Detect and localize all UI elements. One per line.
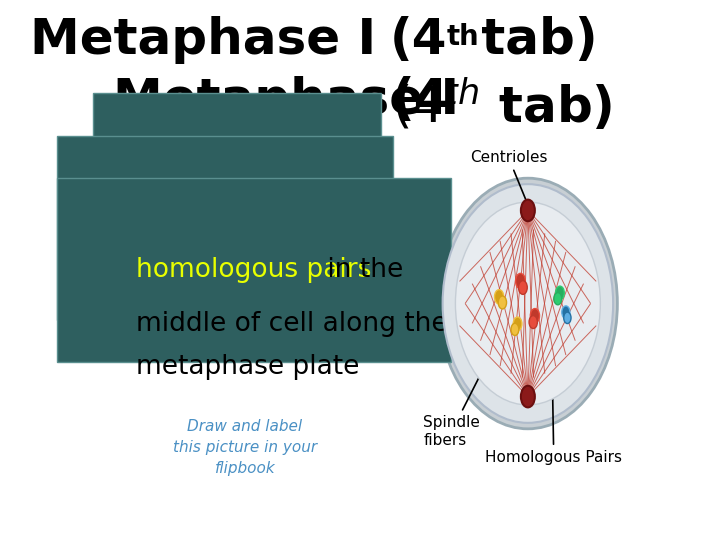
Text: th: th [446,23,479,51]
Text: spindle fibers: spindle fibers [137,215,314,241]
Text: metaphase plate: metaphase plate [137,354,360,380]
Ellipse shape [516,273,526,288]
Ellipse shape [521,200,535,221]
Ellipse shape [554,293,562,305]
Text: Centrioles: Centrioles [469,150,547,210]
Text: $(4^{th}$ tab): $(4^{th}$ tab) [392,76,613,134]
Text: (4: (4 [390,16,448,64]
Ellipse shape [564,312,571,323]
Text: Homologous Pairs: Homologous Pairs [485,312,622,465]
Ellipse shape [562,306,570,319]
Text: in the: in the [319,257,403,284]
Ellipse shape [443,184,613,423]
Ellipse shape [556,286,564,300]
Text: send out: send out [272,173,396,199]
Text: tab): tab) [464,16,598,64]
Ellipse shape [511,323,519,335]
Ellipse shape [438,178,617,429]
Text: Metaphase I: Metaphase I [30,16,377,64]
Text: Spindle
fibers: Spindle fibers [423,369,483,448]
Ellipse shape [495,289,504,304]
Text: Metaphase I: Metaphase I [113,76,459,124]
Ellipse shape [518,281,527,294]
Ellipse shape [529,315,537,328]
Ellipse shape [456,202,600,405]
Text: homologous pairs: homologous pairs [137,257,372,284]
Ellipse shape [513,317,522,330]
Text: The: The [127,173,185,199]
Text: to line up: to line up [274,215,408,241]
Text: (4: (4 [392,76,450,124]
Text: •: • [112,173,129,200]
Ellipse shape [531,308,539,323]
Ellipse shape [521,386,535,407]
Text: middle of cell along the: middle of cell along the [137,311,448,337]
Text: Draw and label
this picture in your
flipbook: Draw and label this picture in your flip… [173,419,317,476]
Text: centrioles: centrioles [172,173,302,199]
Ellipse shape [498,296,507,309]
